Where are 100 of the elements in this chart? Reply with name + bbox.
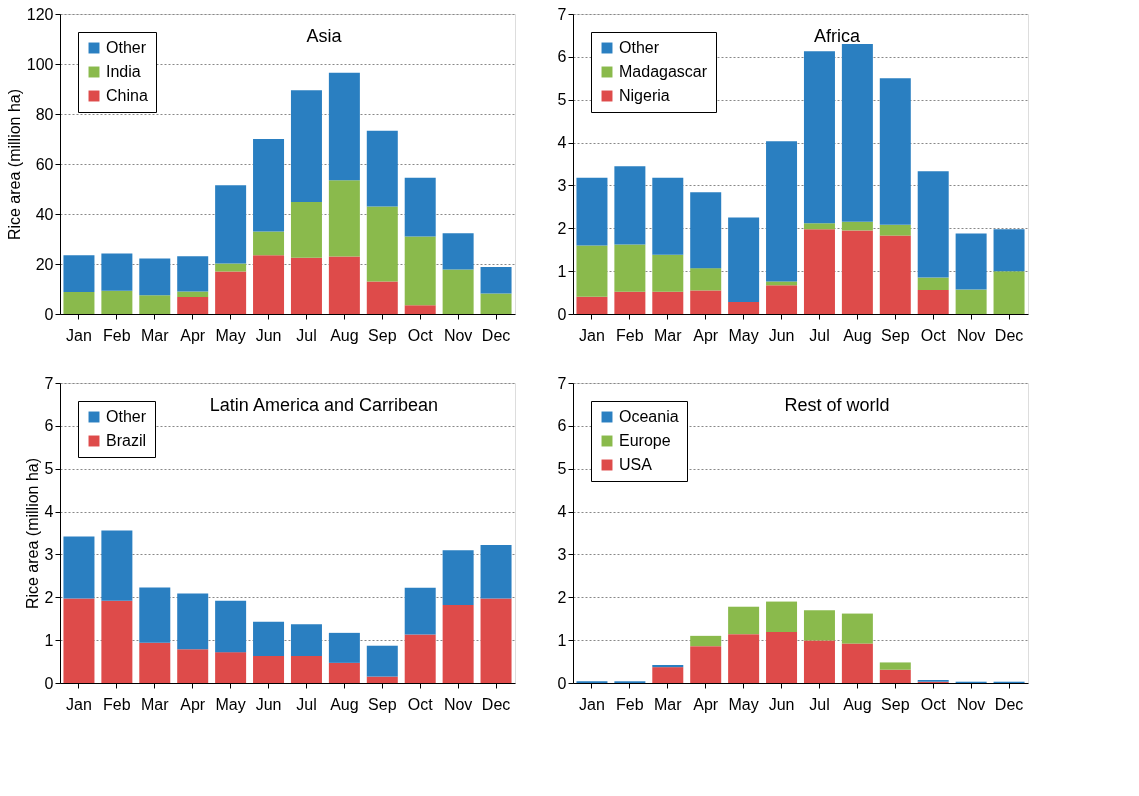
legend-label: China: [106, 87, 148, 104]
bar: [728, 217, 760, 302]
bar: [442, 550, 474, 605]
bar: [177, 649, 209, 683]
y-tick-label: 3: [557, 176, 567, 194]
bar: [215, 263, 247, 272]
y-tick-label: 1: [557, 262, 567, 280]
bar: [290, 257, 322, 314]
y-tick-label: 0: [557, 674, 567, 692]
bar: [404, 634, 436, 683]
bar: [803, 610, 835, 641]
bar: [404, 587, 436, 635]
x-tick-label: Jun: [768, 695, 795, 713]
y-tick-label: 3: [44, 545, 54, 563]
x-tick-label: Sep: [368, 326, 397, 344]
x-tick-label: Apr: [693, 695, 719, 713]
legend-label: India: [106, 63, 141, 80]
bar: [328, 632, 360, 663]
bar: [215, 600, 247, 653]
bar: [955, 233, 987, 290]
bar: [993, 271, 1025, 314]
bar: [728, 606, 760, 635]
bar: [442, 269, 474, 314]
bar: [139, 258, 171, 296]
x-tick-label: May: [215, 695, 246, 713]
bar: [879, 235, 911, 314]
bar: [177, 297, 209, 314]
bar: [63, 292, 95, 314]
y-axis-title: Rice area (million ha): [5, 88, 23, 241]
bar: [652, 665, 684, 668]
y-tick-label: 5: [557, 91, 567, 109]
y-tick-label: 0: [557, 305, 567, 323]
bar: [879, 224, 911, 236]
bar: [480, 598, 512, 683]
bar: [480, 293, 512, 314]
legend-label: Oceania: [619, 408, 679, 425]
text: Asia: [306, 26, 343, 46]
y-tick-label: 7: [557, 5, 567, 23]
y-tick-label: 5: [44, 460, 54, 478]
bar: [576, 177, 608, 246]
text: Rest of world: [784, 395, 890, 415]
x-tick-label: Feb: [103, 326, 131, 344]
bar: [480, 545, 512, 599]
y-tick-label: 80: [35, 105, 54, 123]
x-tick-label: Sep: [368, 695, 397, 713]
y-tick-label: 20: [35, 255, 54, 273]
bar: [690, 290, 722, 314]
x-tick-label: Mar: [141, 326, 170, 344]
bar: [63, 255, 95, 292]
bar: [253, 139, 285, 232]
legend-label: Other: [619, 39, 660, 56]
x-tick-label: Nov: [956, 695, 986, 713]
y-tick-label: 6: [44, 417, 54, 435]
y-tick-label: 6: [557, 48, 567, 66]
y-tick-label: 2: [557, 588, 567, 606]
text: Latin America and Carribean: [209, 395, 438, 415]
legend-label: Madagascar: [619, 63, 708, 80]
legend-label: Brazil: [106, 432, 147, 449]
x-tick-label: Mar: [141, 695, 170, 713]
bar: [917, 171, 949, 278]
x-tick-label: May: [728, 695, 759, 713]
bar: [803, 51, 835, 224]
y-tick-label: 4: [557, 134, 567, 152]
x-tick-label: Nov: [443, 695, 473, 713]
bar: [442, 605, 474, 683]
y-tick-label: 3: [557, 545, 567, 563]
y-tick-label: 0: [44, 305, 54, 323]
bar: [879, 662, 911, 670]
y-tick-label: 1: [557, 631, 567, 649]
bar: [652, 667, 684, 683]
bar: [614, 291, 646, 314]
x-tick-label: Dec: [481, 326, 511, 344]
x-tick-label: Oct: [920, 326, 947, 344]
bar: [366, 206, 398, 282]
bar: [404, 305, 436, 314]
x-tick-label: Jan: [66, 695, 92, 713]
x-tick-label: Aug: [330, 695, 359, 713]
bar: [576, 296, 608, 314]
x-tick-label: Jun: [255, 326, 282, 344]
x-tick-label: Nov: [443, 326, 473, 344]
x-tick-label: Oct: [920, 695, 947, 713]
bar: [215, 185, 247, 264]
bar: [841, 44, 873, 222]
bar: [766, 285, 798, 314]
bar: [328, 662, 360, 683]
x-tick-label: Jul: [809, 326, 830, 344]
y-tick-label: 4: [44, 503, 54, 521]
x-tick-label: Aug: [843, 326, 872, 344]
y-tick-label: 100: [26, 55, 54, 73]
bar: [766, 632, 798, 683]
bar: [366, 645, 398, 677]
bar: [328, 72, 360, 181]
x-tick-label: Feb: [616, 695, 644, 713]
bar: [690, 268, 722, 291]
bar: [841, 643, 873, 683]
x-tick-label: Dec: [994, 695, 1024, 713]
bar: [139, 295, 171, 314]
x-tick-label: Jun: [255, 695, 282, 713]
bar: [139, 642, 171, 683]
bar: [652, 254, 684, 292]
